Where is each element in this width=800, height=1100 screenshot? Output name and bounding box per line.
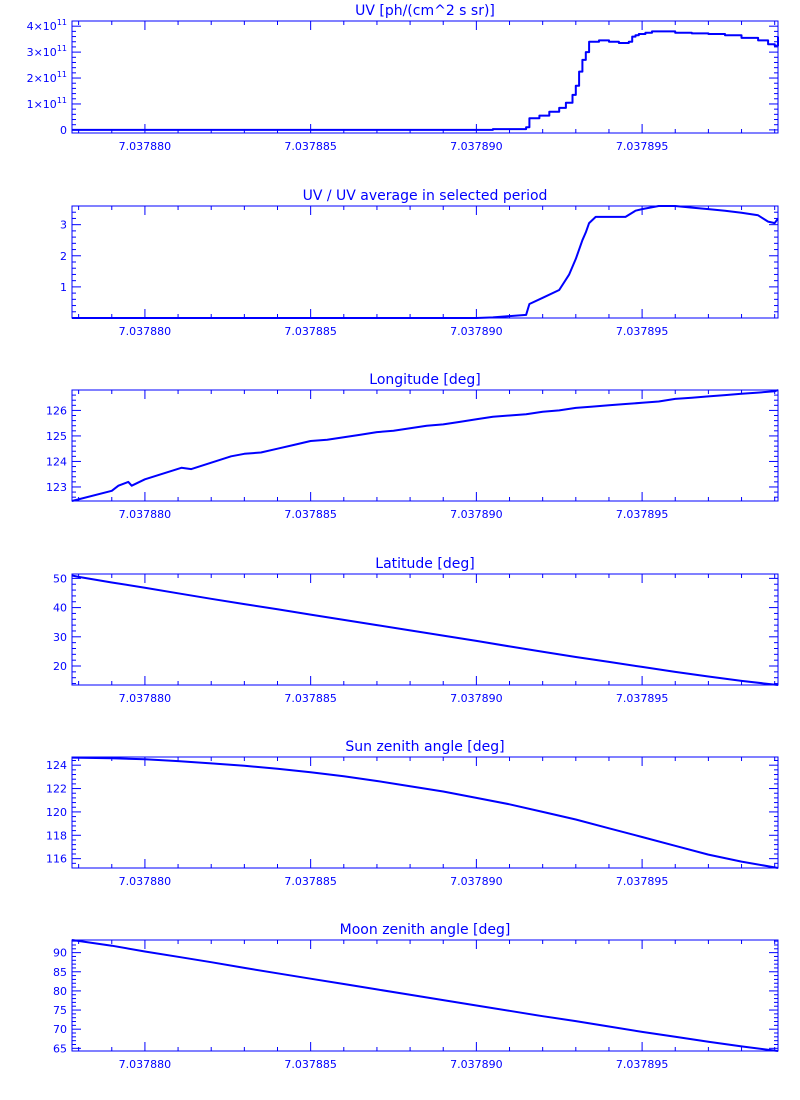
x-tick-label: 7.037880 (119, 875, 172, 888)
plot-frame (71, 389, 779, 502)
chart-panel-3: Longitude [deg] 7.037880 7.037885 7.037890 7… (46, 372, 779, 521)
chart-title: Sun zenith angle [deg] (345, 739, 504, 755)
series-line-1 (71, 756, 779, 869)
axis-ticks (72, 757, 778, 869)
axis-ticks (72, 20, 778, 133)
x-tick-label: 7.037895 (616, 140, 669, 153)
x-tick-label: 7.037890 (450, 508, 503, 521)
y-tick-label: 3 (60, 219, 67, 232)
x-tick-label: 7.037885 (284, 1058, 337, 1071)
x-tick-label: 7.037880 (119, 508, 172, 521)
axis-ticks (72, 940, 778, 1051)
y-tick-label: 2×1011 (27, 70, 67, 85)
y-tick-label: 125 (46, 430, 67, 443)
x-tick-label: 7.037890 (450, 875, 503, 888)
chart-title: UV / UV average in selected period (303, 188, 548, 204)
y-tick-label: 116 (46, 853, 67, 866)
x-tick-label: 7.037885 (284, 508, 337, 521)
y-tick-label: 85 (53, 966, 67, 979)
x-tick-label: 7.037880 (119, 325, 172, 338)
axis-ticks (72, 205, 778, 319)
series-line-1 (72, 30, 779, 131)
y-tick-label: 124 (46, 455, 67, 468)
x-tick-label: 7.037895 (616, 875, 669, 888)
chart-panel-4: Latitude [deg] 7.037880 7.037885 7.037890 7.… (53, 556, 779, 705)
y-tick-label: 50 (53, 572, 67, 585)
x-tick-label: 7.037885 (284, 692, 337, 705)
x-tick-label: 7.037880 (119, 140, 172, 153)
plot-frame (71, 756, 779, 869)
chart-panel-1: UV [ph/(cm^2 s sr)] 7.037880 7.037885 7.037… (27, 3, 779, 153)
chart-panel-6: Moon zenith angle [deg] 7.037880 7.037885 7… (53, 922, 779, 1071)
x-tick-label: 7.037885 (284, 875, 337, 888)
x-tick-label: 7.037890 (450, 140, 503, 153)
y-tick-label: 126 (46, 404, 67, 417)
plot-frame (71, 939, 779, 1052)
y-tick-label: 40 (53, 602, 67, 615)
y-tick-label: 124 (46, 759, 67, 772)
x-tick-label: 7.037895 (616, 1058, 669, 1071)
y-tick-label: 30 (53, 631, 67, 644)
x-tick-label: 7.037895 (616, 325, 669, 338)
y-tick-label: 0 (60, 124, 67, 137)
y-tick-label: 3×1011 (27, 44, 67, 59)
chart-title: Longitude [deg] (369, 372, 480, 388)
y-tick-label: 123 (46, 481, 67, 494)
y-tick-label: 122 (46, 783, 67, 796)
x-tick-label: 7.037885 (284, 140, 337, 153)
y-tick-label: 4×1011 (27, 18, 67, 33)
y-tick-label: 1 (60, 281, 67, 294)
y-tick-label: 2 (60, 250, 67, 263)
y-tick-label: 75 (53, 1004, 67, 1017)
x-tick-label: 7.037880 (119, 692, 172, 705)
plot-frame (71, 205, 779, 319)
x-tick-label: 7.037895 (616, 508, 669, 521)
chart-panel-2: UV / UV average in selected period 7.0378… (60, 188, 779, 338)
y-tick-label: 20 (53, 660, 67, 673)
y-tick-label: 1×1011 (27, 96, 67, 111)
plot-frame (71, 20, 779, 134)
plot-frame (71, 573, 779, 686)
chart-title: UV [ph/(cm^2 s sr)] (355, 3, 495, 19)
y-tick-label: 80 (53, 985, 67, 998)
series-line-1 (71, 574, 779, 686)
y-tick-label: 70 (53, 1023, 67, 1036)
series-line-1 (72, 205, 779, 319)
x-tick-label: 7.037890 (450, 325, 503, 338)
x-tick-label: 7.037895 (616, 692, 669, 705)
chart-title: Moon zenith angle [deg] (340, 922, 511, 938)
y-tick-label: 65 (53, 1042, 67, 1055)
y-tick-label: 90 (53, 947, 67, 960)
chart-title: Latitude [deg] (375, 556, 474, 572)
series-line-1 (71, 939, 779, 1052)
y-tick-label: 120 (46, 806, 67, 819)
y-tick-label: 118 (46, 829, 67, 842)
x-tick-label: 7.037890 (450, 692, 503, 705)
x-tick-label: 7.037885 (284, 325, 337, 338)
series-line-1 (71, 389, 779, 502)
x-tick-label: 7.037880 (119, 1058, 172, 1071)
axis-ticks (72, 389, 778, 501)
chart-panel-5: Sun zenith angle [deg] 7.037880 7.037885 7.… (46, 739, 779, 888)
axis-ticks (72, 574, 778, 685)
x-tick-label: 7.037890 (450, 1058, 503, 1071)
